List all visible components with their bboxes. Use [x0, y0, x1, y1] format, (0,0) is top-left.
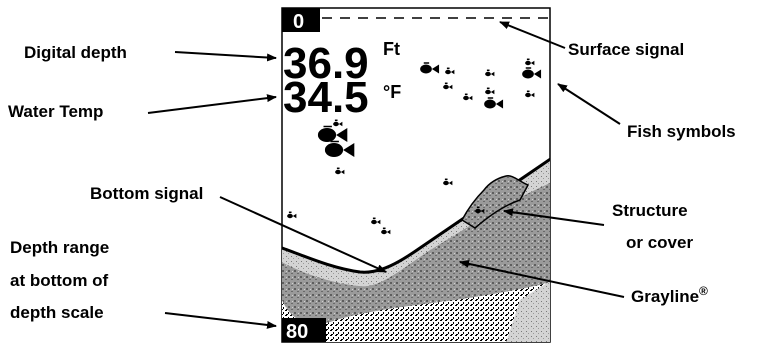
fish-symbol [335, 167, 345, 175]
label-depth-range-line3: depth scale [10, 303, 104, 322]
label-depth-range-line2: at bottom of [10, 271, 109, 290]
fish-symbol [324, 140, 355, 157]
arrow-depth-range [164, 312, 277, 329]
bottom-deep-hatch [282, 280, 550, 342]
label-fish-symbols: Fish symbols [627, 122, 736, 141]
fish-symbol [463, 93, 473, 101]
arrow-fish-symbols [557, 83, 621, 125]
scale-top-box [282, 8, 320, 32]
fish-symbols [287, 58, 542, 235]
fish-symbol [522, 67, 542, 79]
fish-symbol [445, 67, 455, 75]
sonar-screen: 0 80 36.9 Ft 34.5 °F [281, 7, 551, 343]
label-bottom-signal: Bottom signal [90, 184, 203, 203]
arrow-surface-signal [499, 21, 566, 49]
arrow-digital-depth [174, 51, 277, 62]
fish-symbol [381, 227, 391, 235]
callout-arrows [147, 21, 625, 329]
scale-top-label: 0 [293, 11, 304, 33]
arrow-water-temp [147, 94, 277, 114]
callout-labels: Digital depth Water Temp Bottom signal D… [8, 40, 736, 322]
arrow-bottom-signal [219, 196, 387, 273]
arrow-grayline [459, 259, 625, 298]
depth-unit: Ft [383, 39, 400, 59]
structure-cover [461, 174, 530, 229]
light-gray-band [282, 159, 550, 287]
label-structure-line1: Structure [612, 201, 688, 220]
fish-symbol [475, 206, 485, 214]
fish-symbol [525, 58, 535, 66]
fish-symbol [525, 90, 535, 98]
fish-symbol [333, 119, 343, 127]
fish-symbol [443, 82, 453, 90]
bottom-right-clutter [506, 281, 550, 342]
temp-unit: °F [383, 82, 401, 102]
label-depth-range-line1: Depth range [10, 238, 109, 257]
scale-bottom-label: 80 [286, 321, 308, 343]
fish-symbol [484, 97, 504, 109]
fish-symbol [443, 178, 453, 186]
fish-symbol [485, 87, 495, 95]
fish-symbol [371, 217, 381, 225]
temp-readout: 34.5 [283, 73, 369, 122]
label-grayline-text: Grayline [631, 287, 699, 306]
label-water-temp: Water Temp [8, 102, 103, 121]
fish-symbol [287, 211, 297, 219]
fish-symbol [485, 69, 495, 77]
fish-symbol [317, 125, 348, 142]
depth-readout: 36.9 [283, 39, 369, 88]
label-surface-signal: Surface signal [568, 40, 684, 59]
scale-bottom-box [282, 318, 326, 342]
label-digital-depth: Digital depth [24, 43, 127, 62]
arrow-structure [503, 208, 605, 226]
label-structure-line2: or cover [626, 233, 693, 252]
label-grayline: Grayline® [631, 284, 708, 306]
label-grayline-mark: ® [699, 284, 708, 298]
fish-symbol [420, 62, 440, 74]
